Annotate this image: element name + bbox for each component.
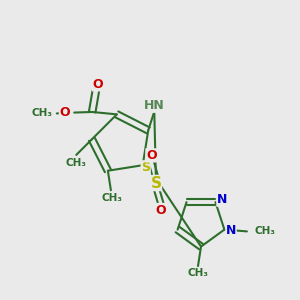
Text: S: S: [141, 161, 150, 174]
Text: CH₃: CH₃: [254, 226, 275, 236]
Text: CH₃: CH₃: [102, 193, 123, 203]
Text: N: N: [226, 224, 236, 237]
Text: CH₃: CH₃: [188, 268, 208, 278]
Text: O: O: [146, 149, 157, 162]
Text: O: O: [155, 203, 166, 217]
Text: HN: HN: [144, 99, 165, 112]
Text: O: O: [92, 78, 103, 91]
Text: CH₃: CH₃: [65, 158, 86, 168]
Text: O: O: [59, 106, 70, 119]
Text: N: N: [217, 193, 227, 206]
Text: S: S: [151, 176, 161, 190]
Text: CH₃: CH₃: [32, 109, 52, 118]
